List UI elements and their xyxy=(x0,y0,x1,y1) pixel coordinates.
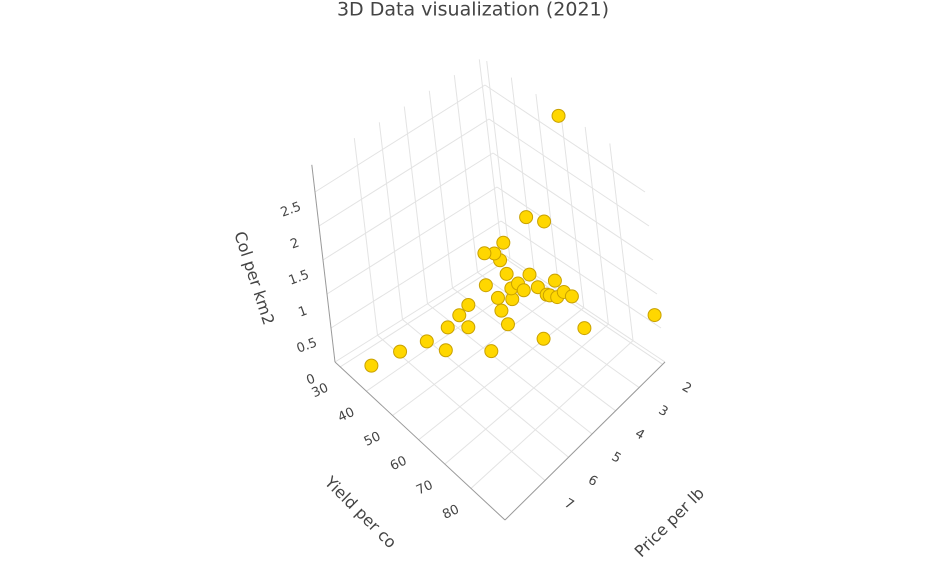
x-tick-label: 70 xyxy=(414,478,435,499)
grid-line xyxy=(334,254,506,363)
point xyxy=(547,273,562,288)
grid-line xyxy=(428,90,453,289)
y-tick-label: 6 xyxy=(585,473,600,490)
point xyxy=(500,317,515,332)
grid-line xyxy=(377,334,546,481)
point xyxy=(647,308,662,323)
point xyxy=(477,246,492,261)
y-tick-label: 7 xyxy=(562,496,577,513)
grid-line xyxy=(492,152,654,261)
point xyxy=(522,267,537,282)
grid-line xyxy=(444,323,609,465)
y-tick-label: 5 xyxy=(609,449,624,466)
x-tick-label: 60 xyxy=(388,453,409,474)
point xyxy=(478,278,493,293)
point xyxy=(438,343,453,358)
z-tick-label: 0 xyxy=(305,372,318,389)
z-tick-label: 1 xyxy=(297,304,310,321)
x-axis-title: Yield per co xyxy=(320,472,400,552)
z-tick-label: 0.5 xyxy=(295,335,320,356)
grid-line xyxy=(477,271,640,388)
grid-line xyxy=(535,93,560,292)
point xyxy=(577,321,592,336)
y-tick-label: 4 xyxy=(632,426,647,443)
grid-line xyxy=(339,257,511,368)
point xyxy=(393,344,408,359)
chart-title: 3D Data visualization (2021) xyxy=(337,0,609,21)
axis-line xyxy=(504,361,666,521)
axis-line xyxy=(334,361,506,521)
grid-line xyxy=(486,61,511,259)
grid-line xyxy=(378,122,403,320)
grid-line xyxy=(427,303,593,435)
point xyxy=(364,358,379,373)
grid-line xyxy=(353,137,378,336)
grid-line xyxy=(488,118,650,227)
grid-line xyxy=(470,340,634,489)
point xyxy=(551,108,566,123)
grid-line xyxy=(496,186,658,295)
point xyxy=(440,320,455,335)
point xyxy=(490,290,505,305)
points xyxy=(364,108,662,373)
x-tick-label: 80 xyxy=(440,502,461,523)
point xyxy=(484,344,499,359)
y-axis-title: Price per lb xyxy=(631,484,708,561)
grid-line xyxy=(322,152,494,261)
grid-line xyxy=(453,75,478,273)
point xyxy=(537,214,552,229)
grid-line xyxy=(318,118,490,227)
grid-line xyxy=(326,186,498,295)
z-tick-label: 2.5 xyxy=(279,199,304,220)
y-tick-label: 3 xyxy=(656,403,671,420)
grid-line xyxy=(609,143,634,341)
grid-line xyxy=(392,290,560,416)
point xyxy=(452,308,467,323)
point xyxy=(499,266,514,281)
x-tick-label: 30 xyxy=(310,381,331,402)
grid-line xyxy=(500,220,662,329)
z-tick-label: 2 xyxy=(289,236,302,253)
grid-line xyxy=(584,126,609,325)
z-axis-title: Col per km2 xyxy=(230,229,278,327)
grid xyxy=(314,59,666,489)
point xyxy=(494,303,509,318)
point xyxy=(461,297,476,312)
x-tick-label: 50 xyxy=(362,429,383,450)
grid-line xyxy=(314,84,486,193)
grid-line xyxy=(452,287,616,412)
point xyxy=(496,235,511,250)
point xyxy=(564,289,579,304)
y-tick-label: 2 xyxy=(679,380,694,397)
grid-line xyxy=(560,110,585,308)
axis-line xyxy=(311,164,336,363)
point xyxy=(516,283,531,298)
x-tick-label: 40 xyxy=(336,405,357,426)
point xyxy=(419,334,434,349)
grid-line xyxy=(330,220,502,329)
grid-line xyxy=(484,84,646,193)
grid-line xyxy=(418,307,585,441)
point xyxy=(519,210,534,225)
point xyxy=(461,320,476,335)
z-tick-label: 1.5 xyxy=(287,267,312,288)
grid-line xyxy=(510,77,536,275)
point xyxy=(536,331,551,346)
grid-line xyxy=(403,106,428,304)
grid-line xyxy=(478,59,503,257)
